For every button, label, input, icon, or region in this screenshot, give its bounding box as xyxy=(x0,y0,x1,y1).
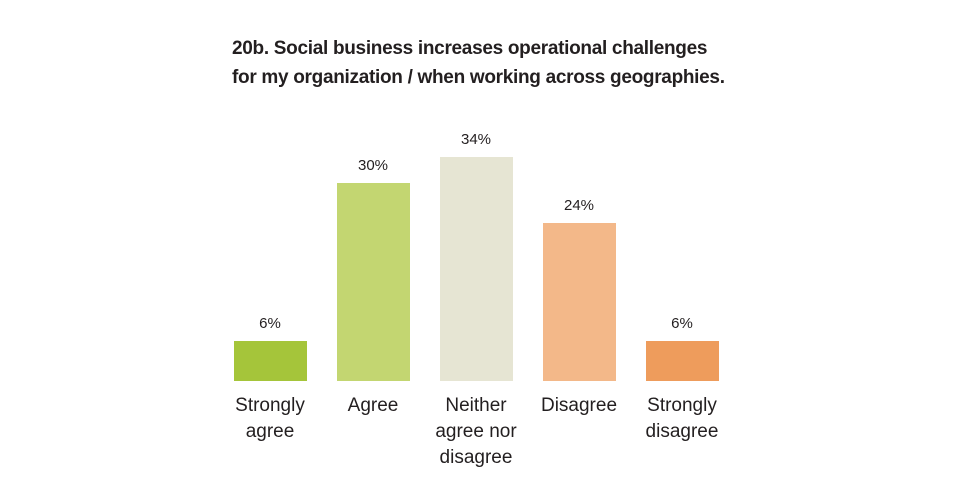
bar xyxy=(336,183,410,381)
category-label: Neither agree nor disagree xyxy=(435,395,517,468)
category-label: Disagree xyxy=(540,395,618,416)
bar xyxy=(233,341,307,381)
bar xyxy=(439,156,513,381)
category-label: Strongly disagree xyxy=(645,395,719,442)
bar xyxy=(542,222,616,381)
data-label: 24% xyxy=(563,196,595,214)
chart-title: 20b. Social business increases operation… xyxy=(232,38,725,88)
bar xyxy=(645,341,719,381)
category-label: Agree xyxy=(347,395,399,416)
data-label: 6% xyxy=(259,315,281,333)
category-label: Strongly agree xyxy=(235,395,305,442)
data-label: 34% xyxy=(460,130,492,148)
data-label: 6% xyxy=(671,315,693,333)
data-label: 30% xyxy=(357,157,389,174)
